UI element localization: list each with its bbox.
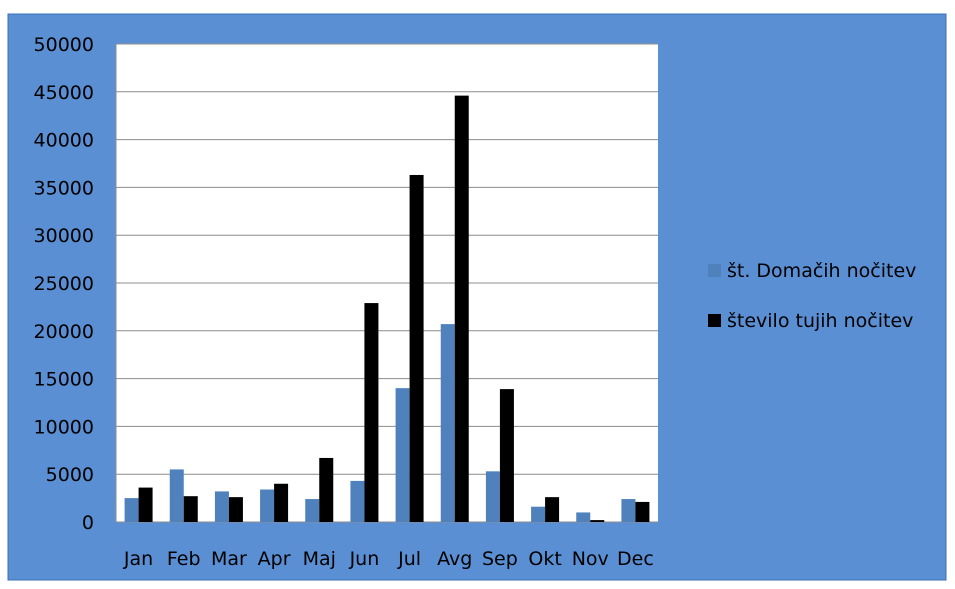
legend-swatch bbox=[708, 314, 721, 327]
bar-domestic-dec bbox=[621, 499, 636, 522]
bar-foreign-maj bbox=[319, 457, 334, 522]
bar-domestic-okt bbox=[531, 506, 546, 522]
bar-domestic-jul bbox=[395, 388, 410, 522]
x-tick-label: Okt bbox=[528, 548, 561, 570]
x-axis-ticks: Jan Feb Mar Apr Maj Jun Jul Avg Sep Okt Nov Dec bbox=[123, 548, 654, 570]
x-tick-label: Jun bbox=[349, 548, 380, 570]
bar-foreign-apr bbox=[274, 483, 289, 522]
grid-lines bbox=[115, 43, 658, 523]
bar-foreign-okt bbox=[545, 497, 560, 522]
bar-foreign-avg bbox=[454, 95, 469, 523]
legend-swatch bbox=[708, 264, 721, 277]
legend-label: število tujih nočitev bbox=[727, 310, 913, 332]
legend-label: št. Domačih nočitev bbox=[727, 260, 916, 282]
x-tick-label: Mar bbox=[211, 548, 247, 570]
x-tick-label: Apr bbox=[258, 548, 291, 570]
x-tick-label: Jan bbox=[123, 548, 153, 570]
y-tick-label: 15000 bbox=[34, 369, 94, 391]
y-tick-label: 5000 bbox=[46, 464, 94, 486]
x-tick-label: Nov bbox=[572, 548, 609, 570]
bar-domestic-sep bbox=[485, 471, 500, 522]
bars bbox=[124, 95, 650, 523]
y-tick-label: 50000 bbox=[34, 34, 94, 56]
x-tick-label: Dec bbox=[617, 548, 654, 570]
x-tick-label: Jul bbox=[397, 548, 421, 570]
bar-foreign-jun bbox=[364, 303, 379, 522]
x-tick-label: Avg bbox=[437, 548, 472, 570]
bar-domestic-jan bbox=[124, 498, 139, 522]
x-tick-label: Feb bbox=[167, 548, 201, 570]
y-tick-label: 10000 bbox=[34, 416, 94, 438]
x-tick-label: Maj bbox=[303, 548, 336, 570]
y-tick-label: 40000 bbox=[34, 130, 94, 152]
y-tick-label: 45000 bbox=[34, 82, 94, 104]
y-tick-label: 0 bbox=[82, 512, 94, 534]
y-tick-label: 25000 bbox=[34, 273, 94, 295]
bar-foreign-jan bbox=[138, 487, 153, 522]
bar-foreign-feb bbox=[183, 496, 198, 522]
y-axis-ticks: 0 5000 10000 15000 20000 25000 30000 35000 40000… bbox=[34, 34, 94, 534]
legend: št. Domačih nočitev število tujih nočitev bbox=[708, 260, 916, 332]
bar-foreign-mar bbox=[228, 497, 243, 522]
y-tick-label: 20000 bbox=[34, 321, 94, 343]
bar-domestic-jun bbox=[350, 480, 365, 522]
bar-domestic-maj bbox=[305, 499, 320, 522]
y-tick-label: 35000 bbox=[34, 177, 94, 199]
bar-domestic-avg bbox=[440, 324, 455, 522]
bar-foreign-sep bbox=[499, 389, 514, 522]
bar-foreign-dec bbox=[635, 501, 650, 522]
bar-domestic-nov bbox=[576, 512, 591, 522]
bar-domestic-mar bbox=[214, 491, 229, 522]
bar-domestic-feb bbox=[169, 469, 184, 522]
bar-foreign-jul bbox=[409, 174, 424, 523]
y-tick-label: 30000 bbox=[34, 225, 94, 247]
bar-foreign-nov bbox=[590, 520, 605, 522]
x-tick-label: Sep bbox=[482, 548, 518, 570]
bar-domestic-apr bbox=[260, 489, 275, 522]
